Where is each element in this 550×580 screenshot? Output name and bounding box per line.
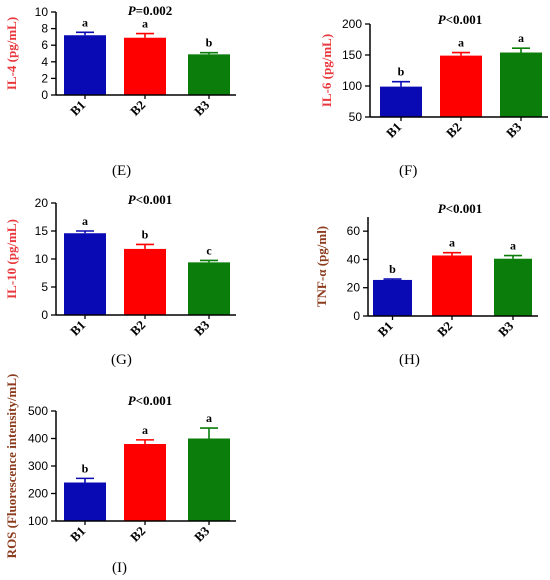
- letter-I-B3: a: [206, 411, 212, 425]
- ytick-label-I-100: 100: [28, 514, 48, 528]
- ytick-label-E-10: 10: [35, 5, 49, 19]
- ytick-label-G-0: 0: [41, 308, 48, 322]
- caption-I: (I): [112, 560, 127, 576]
- panel-I: b B1 a B2 a B3 100 200 300 400 500 P<0.001 ROS (Fluo…: [4, 374, 236, 559]
- ytick-label-I-300: 300: [28, 459, 48, 473]
- ytick-label-H-60: 60: [347, 224, 361, 238]
- ytick-label-E-6: 6: [41, 38, 48, 52]
- bar-I-B1: [64, 482, 106, 521]
- letter-G-B1: a: [82, 214, 88, 228]
- letter-I-B2: a: [142, 423, 148, 437]
- bar-G-B3: [188, 262, 230, 315]
- bar-F-B2: [440, 55, 482, 117]
- caption-E: (E): [112, 163, 132, 179]
- xtick-label-E-B1: B1: [67, 97, 88, 118]
- title-H: P<0.001: [438, 201, 483, 216]
- xtick-label-E-B2: B2: [127, 97, 148, 118]
- ytick-label-G-5: 5: [41, 280, 48, 294]
- xtick-label-E-B3: B3: [191, 97, 213, 119]
- letter-H-B3: a: [510, 239, 516, 253]
- letter-F-B1: b: [398, 65, 405, 79]
- ytick-label-I-400: 400: [28, 432, 48, 446]
- ytick-label-I-200: 200: [28, 487, 48, 501]
- letter-F-B3: a: [518, 31, 524, 45]
- panel-F: b B1 a B2 a B3 50 100 150 200 P<0.001 IL-6 (pg/mL): [319, 12, 548, 141]
- letter-G-B2: b: [142, 227, 149, 241]
- caption-G: (G): [111, 352, 132, 368]
- ytick-label-G-20: 20: [35, 196, 49, 210]
- xtick-label-F-B2: B2: [443, 119, 464, 140]
- ytick-label-G-10: 10: [35, 252, 49, 266]
- panel-H: b B1 a B2 a B3 0 20 40 60 P<0.001 TNF-α (pg/ml): [314, 201, 538, 340]
- letter-G-B3: c: [206, 243, 212, 257]
- ytick-label-E-0: 0: [41, 88, 48, 102]
- ytick-label-F-200: 200: [342, 17, 362, 31]
- ytick-label-E-2: 2: [41, 71, 48, 85]
- ytick-label-H-20: 20: [347, 281, 361, 295]
- xtick-label-G-B3: B3: [191, 317, 213, 339]
- ytick-label-H-40: 40: [347, 252, 361, 266]
- bar-G-B2: [124, 248, 166, 315]
- letter-E-B2: a: [142, 17, 148, 31]
- ytick-label-G-15: 15: [35, 224, 49, 238]
- xtick-label-H-B3: B3: [495, 318, 517, 340]
- xtick-label-F-B3: B3: [503, 119, 525, 141]
- ytick-label-F-150: 150: [342, 48, 362, 62]
- letter-H-B1: b: [389, 262, 396, 276]
- xtick-label-H-B2: B2: [434, 318, 455, 339]
- xtick-label-I-B1: B1: [67, 523, 88, 544]
- bar-I-B3: [188, 438, 230, 521]
- letter-H-B2: a: [449, 236, 455, 250]
- caption-F: (F): [399, 163, 418, 179]
- ylabel-F: IL-6 (pg/mL): [319, 34, 334, 107]
- xtick-label-F-B1: B1: [383, 119, 404, 140]
- xtick-label-I-B2: B2: [127, 523, 148, 544]
- bar-H-B2: [432, 255, 472, 316]
- ylabel-I: ROS (Fluorescence intensity/mL): [4, 374, 19, 559]
- bar-F-B3: [500, 52, 542, 117]
- panel-E: a B1 a B2 b B3 0 2 4 6 8 10 P=0.002 IL-4 (pg/mL): [4, 3, 236, 119]
- xtick-label-H-B1: B1: [374, 318, 395, 339]
- ytick-label-E-8: 8: [41, 22, 48, 36]
- xtick-label-G-B2: B2: [127, 317, 148, 338]
- letter-F-B2: a: [458, 36, 464, 50]
- bar-E-B2: [124, 37, 166, 95]
- letter-E-B1: a: [82, 15, 88, 29]
- ytick-label-F-50: 50: [349, 110, 363, 124]
- bar-E-B1: [64, 35, 106, 95]
- panel-G: a B1 b B2 c B3 0 5 10 15 20 P<0.001 IL-10 (pg/mL): [4, 192, 236, 339]
- title-E: P=0.002: [128, 3, 173, 18]
- xtick-label-G-B1: B1: [67, 317, 88, 338]
- bar-F-B1: [380, 86, 422, 117]
- bar-G-B1: [64, 233, 106, 315]
- letter-I-B1: b: [82, 461, 89, 475]
- ytick-label-H-0: 0: [353, 309, 360, 323]
- ytick-label-E-4: 4: [41, 55, 48, 69]
- ylabel-H: TNF-α (pg/ml): [314, 226, 329, 307]
- bar-E-B3: [188, 54, 230, 95]
- ytick-label-I-500: 500: [28, 404, 48, 418]
- bar-H-B3: [494, 258, 532, 316]
- title-G: P<0.001: [128, 192, 173, 207]
- ylabel-E: IL-4 (pg/mL): [4, 17, 19, 90]
- xtick-label-I-B3: B3: [191, 523, 213, 545]
- title-F: P<0.001: [438, 12, 483, 27]
- ytick-label-F-100: 100: [342, 79, 362, 93]
- bar-I-B2: [124, 444, 166, 521]
- title-I: P<0.001: [128, 393, 173, 408]
- letter-E-B3: b: [206, 36, 213, 50]
- ylabel-G: IL-10 (pg/mL): [4, 219, 19, 299]
- caption-H: (H): [399, 352, 420, 368]
- bar-H-B1: [373, 279, 412, 316]
